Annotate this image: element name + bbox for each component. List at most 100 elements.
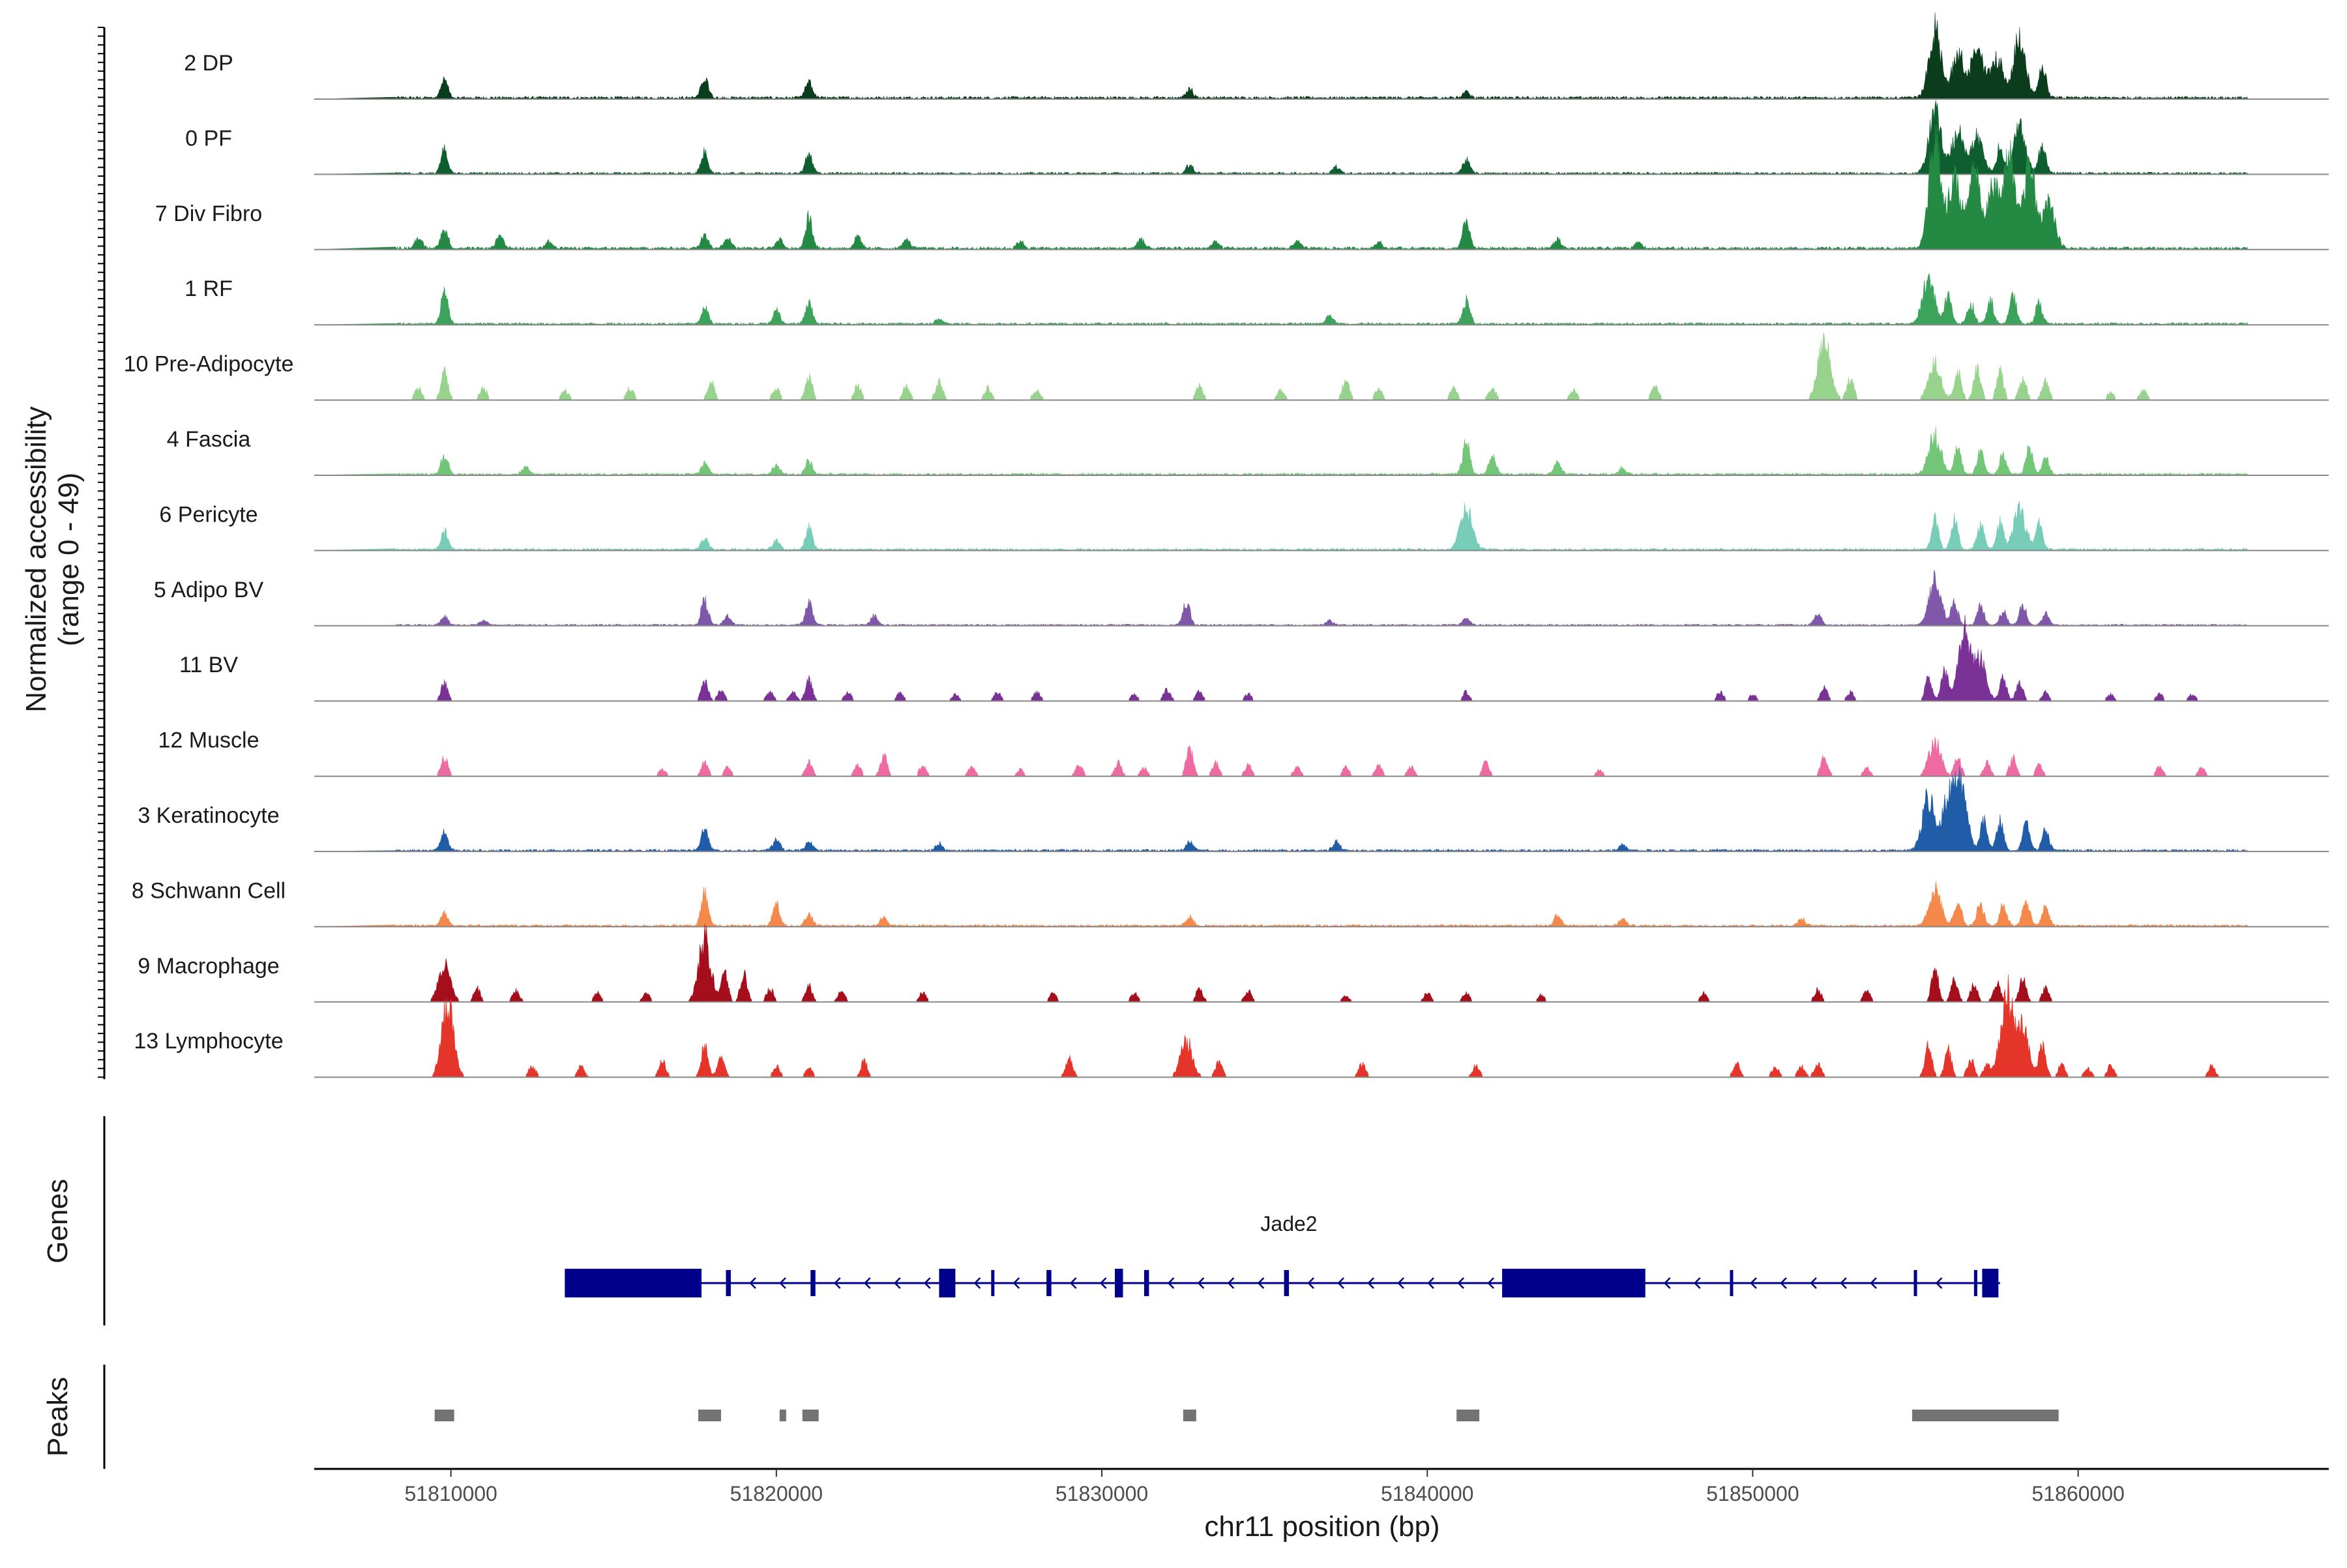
peak-region — [779, 1410, 786, 1421]
x-tick-label: 51830000 — [1055, 1482, 1148, 1505]
coverage-area — [314, 12, 2248, 100]
track-8-schwann-cell: 8 Schwann Cell — [132, 878, 2329, 928]
track-9-macrophage: 9 Macrophage — [138, 924, 2329, 1003]
coverage-area — [314, 737, 2248, 777]
strand-arrow — [1397, 1277, 1404, 1289]
coverage-area — [314, 501, 2248, 552]
strand-arrow — [1427, 1277, 1434, 1289]
strand-arrow — [1167, 1277, 1175, 1289]
track-label: 7 Div Fibro — [155, 201, 262, 226]
gene-exon — [1973, 1270, 1977, 1296]
coverage-area — [314, 924, 2248, 1003]
track-0-pf: 0 PF — [185, 100, 2329, 175]
y-axis-title: Normalized accessibility (range 0 - 49) — [20, 406, 85, 712]
strand-arrow — [1487, 1277, 1494, 1289]
track-label: 2 DP — [184, 51, 233, 76]
track-7-div-fibro: 7 Div Fibro — [155, 124, 2329, 250]
strand-arrow — [1227, 1277, 1235, 1289]
accessibility-tracks: 2 DP 0 PF 7 Div Fibro 1 RF 10 Pre-Adipocyte 4… — [98, 12, 2329, 1080]
x-tick-label: 51810000 — [404, 1482, 497, 1505]
x-axis-title: chr11 position (bp) — [1204, 1511, 1439, 1543]
gene-exon — [565, 1269, 702, 1297]
strand-arrow — [1810, 1277, 1817, 1289]
track-label: 1 RF — [185, 276, 233, 301]
gene-exon — [1046, 1270, 1052, 1296]
track-3-keratinocyte: 3 Keratinocyte — [138, 766, 2329, 852]
coverage-area — [314, 766, 2248, 852]
track-13-lymphocyte: 13 Lymphocyte — [134, 974, 2329, 1078]
strand-arrow — [1663, 1277, 1671, 1289]
genes-track-label: Genes — [42, 1179, 74, 1264]
track-label: 9 Macrophage — [138, 954, 279, 979]
strand-arrow — [1099, 1277, 1107, 1289]
track-5-adipo-bv: 5 Adipo BV — [154, 570, 2329, 627]
track-1-rf: 1 RF — [185, 273, 2329, 326]
strand-arrow — [1840, 1277, 1847, 1289]
strand-arrow — [1750, 1277, 1757, 1289]
gene-exon — [1730, 1270, 1734, 1296]
strand-arrow — [1257, 1277, 1265, 1289]
peak-region — [434, 1410, 454, 1421]
track-label: 8 Schwann Cell — [132, 878, 286, 903]
gene-exon — [1502, 1269, 1646, 1297]
track-label: 10 Pre-Adipocyte — [124, 352, 294, 377]
coverage-area — [314, 332, 2248, 400]
track-4-fascia: 4 Fascia — [167, 425, 2329, 476]
gene-exon — [810, 1270, 816, 1296]
y-axis-title-line2: (range 0 - 49) — [53, 473, 85, 647]
strand-arrow — [833, 1277, 841, 1289]
track-label: 0 PF — [185, 126, 232, 151]
strand-arrow — [1012, 1277, 1020, 1289]
gene-exon — [1913, 1270, 1917, 1296]
peak-region — [698, 1410, 721, 1421]
track-label: 11 BV — [179, 653, 238, 677]
gene-exon — [991, 1270, 995, 1296]
strand-arrow — [923, 1277, 931, 1289]
peaks-track-label: Peaks — [42, 1377, 74, 1457]
strand-arrow — [1197, 1277, 1205, 1289]
gene-exon — [1284, 1270, 1290, 1296]
track-6-pericyte: 6 Pericyte — [159, 501, 2329, 552]
strand-arrow — [893, 1277, 901, 1289]
strand-arrow — [749, 1277, 756, 1289]
gene-exon — [1144, 1270, 1149, 1296]
gene-label: Jade2 — [1260, 1212, 1317, 1235]
coverage-area — [314, 124, 2248, 250]
track-label: 12 Muscle — [158, 728, 259, 753]
strand-arrow — [779, 1277, 786, 1289]
strand-arrow — [973, 1277, 981, 1289]
peak-region — [1456, 1410, 1480, 1421]
coverage-area — [314, 273, 2248, 325]
y-axis-title-line1: Normalized accessibility — [20, 406, 52, 712]
coverage-area — [314, 881, 2248, 928]
x-tick-label: 51840000 — [1381, 1482, 1473, 1505]
track-label: 13 Lymphocyte — [134, 1029, 283, 1054]
track-11-bv: 11 BV — [179, 614, 2329, 702]
strand-arrow — [1780, 1277, 1787, 1289]
coverage-area — [314, 425, 2248, 476]
gene-exon — [1115, 1269, 1123, 1297]
strand-arrow — [1457, 1277, 1464, 1289]
coverage-area — [314, 570, 2248, 627]
strand-arrow — [1307, 1277, 1314, 1289]
strand-arrow — [863, 1277, 871, 1289]
gene-exon — [939, 1269, 956, 1297]
coverage-area — [314, 614, 2248, 702]
track-2-dp: 2 DP — [184, 12, 2329, 100]
x-tick-label: 51850000 — [1706, 1482, 1799, 1505]
strand-arrow — [1935, 1277, 1943, 1289]
track-12-muscle: 12 Muscle — [158, 728, 2329, 777]
track-label: 4 Fascia — [167, 427, 251, 452]
track-label: 6 Pericyte — [159, 502, 258, 527]
track-label: 3 Keratinocyte — [138, 803, 279, 828]
peak-region — [802, 1410, 819, 1421]
gene-exon — [726, 1270, 731, 1296]
peak-region — [1912, 1410, 2059, 1421]
gene-exon — [1982, 1269, 1999, 1297]
x-tick-label: 51860000 — [2031, 1482, 2124, 1505]
x-axis: chr11 position (bp) 51810000 51820000 5183… — [314, 1468, 2329, 1543]
strand-arrow — [1693, 1277, 1701, 1289]
strand-arrow — [1337, 1277, 1344, 1289]
